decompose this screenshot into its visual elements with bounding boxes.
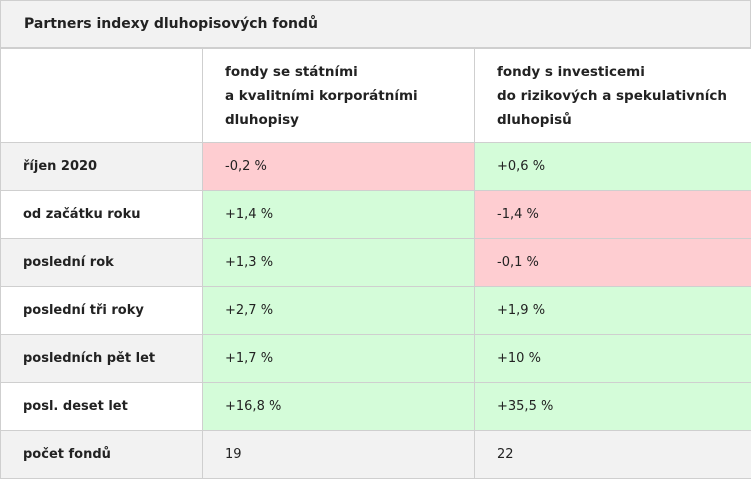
row-label: říjen 2020 [1,143,203,191]
value-cell: +2,7 % [203,287,475,335]
table-title: Partners indexy dluhopisových fondů [0,0,751,48]
row-label: od začátku roku [1,191,203,239]
value-cell: -0,1 % [475,239,751,287]
table-row: poslední tři roky +2,7 % +1,9 % [1,287,751,335]
value-cell: +1,4 % [203,191,475,239]
table-row: poslední rok +1,3 % -0,1 % [1,239,751,287]
table-row: říjen 2020 -0,2 % +0,6 % [1,143,751,191]
column-header-state-corporate: fondy se státními a kvalitními korporátn… [203,49,475,143]
row-label: posledních pět let [1,335,203,383]
row-label: posl. deset let [1,383,203,431]
column-header-line: a kvalitními korporátními [225,84,474,108]
value-cell: 22 [475,431,751,479]
row-label: počet fondů [1,431,203,479]
value-cell: +1,7 % [203,335,475,383]
table-row: posl. deset let +16,8 % +35,5 % [1,383,751,431]
fund-index-table: fondy se státními a kvalitními korporátn… [0,48,751,479]
column-header-line: do rizikových a spekulativních [497,84,751,108]
value-cell: +1,3 % [203,239,475,287]
value-cell: +10 % [475,335,751,383]
value-cell: -1,4 % [475,191,751,239]
column-header-line: dluhopisy [225,108,474,132]
header-corner-cell [1,49,203,143]
row-label: poslední rok [1,239,203,287]
value-cell: -0,2 % [203,143,475,191]
column-header-line: fondy s investicemi [497,60,751,84]
column-header-risky-speculative: fondy s investicemi do rizikových a spek… [475,49,751,143]
value-cell: 19 [203,431,475,479]
row-label: poslední tři roky [1,287,203,335]
header-row: fondy se státními a kvalitními korporátn… [1,49,751,143]
table-row: od začátku roku +1,4 % -1,4 % [1,191,751,239]
column-header-line: fondy se státními [225,60,474,84]
value-cell: +1,9 % [475,287,751,335]
column-header-line: dluhopisů [497,108,751,132]
table-row: počet fondů 19 22 [1,431,751,479]
value-cell: +35,5 % [475,383,751,431]
value-cell: +16,8 % [203,383,475,431]
value-cell: +0,6 % [475,143,751,191]
table-row: posledních pět let +1,7 % +10 % [1,335,751,383]
